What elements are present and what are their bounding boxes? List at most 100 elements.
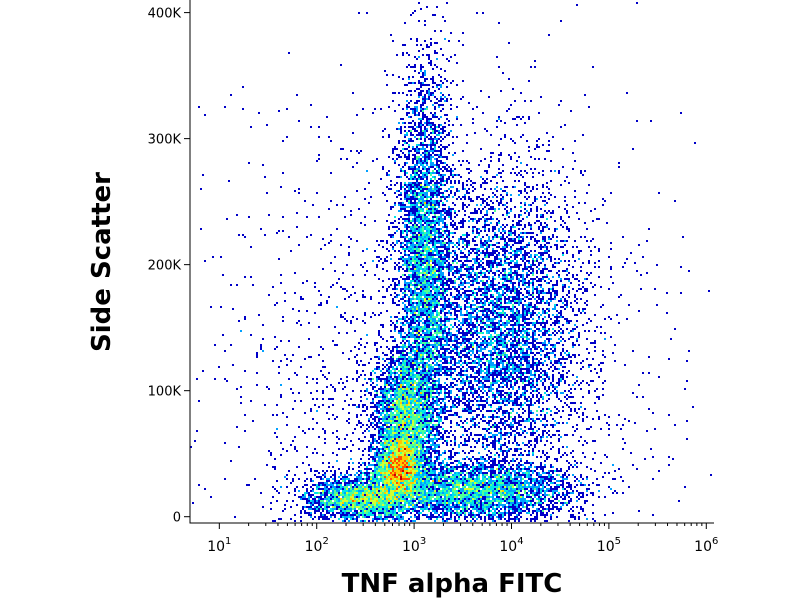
event-point (394, 160, 396, 162)
event-point (434, 468, 436, 470)
event-point (398, 486, 400, 488)
event-point (410, 486, 412, 488)
event-point (448, 280, 450, 282)
event-point (416, 444, 418, 446)
event-point (434, 288, 436, 290)
event-point (502, 276, 504, 278)
event-point (432, 268, 434, 270)
event-point (440, 282, 442, 284)
event-point (420, 454, 422, 456)
event-point (418, 324, 420, 326)
event-point (412, 318, 414, 320)
event-point (430, 194, 432, 196)
event-point (436, 424, 438, 426)
event-point (410, 324, 412, 326)
event-point (424, 398, 426, 400)
event-point (422, 460, 424, 462)
event-point (432, 438, 434, 440)
event-point (422, 298, 424, 300)
event-point (402, 336, 404, 338)
event-point (408, 328, 410, 330)
event-point (406, 348, 408, 350)
event-point (422, 130, 424, 132)
event-point (400, 210, 402, 212)
event-point (428, 182, 430, 184)
event-point (360, 400, 362, 402)
event-point (386, 444, 388, 446)
event-point (404, 262, 406, 264)
event-point (418, 346, 420, 348)
event-point (402, 316, 404, 318)
event-point (416, 108, 418, 110)
event-point (422, 264, 424, 266)
event-point (426, 98, 428, 100)
event-point (394, 340, 396, 342)
event-point (408, 308, 410, 310)
event-point (424, 262, 426, 264)
event-point (436, 232, 438, 234)
event-point (392, 448, 394, 450)
event-point (434, 436, 436, 438)
event-point (424, 454, 426, 456)
event-point (408, 304, 410, 306)
event-point (424, 20, 426, 22)
event-point (418, 474, 420, 476)
event-point (380, 414, 382, 416)
event-point (400, 388, 402, 390)
event-point (458, 190, 460, 192)
event-point (406, 196, 408, 198)
event-point (432, 466, 434, 468)
event-point (386, 428, 388, 430)
event-point (432, 142, 434, 144)
event-point (418, 366, 420, 368)
event-point (394, 476, 396, 478)
event-point (424, 372, 426, 374)
event-point (412, 290, 414, 292)
event-point (506, 320, 508, 322)
event-point (396, 406, 398, 408)
event-point (382, 400, 384, 402)
event-point (536, 466, 538, 468)
event-point (400, 394, 402, 396)
event-point (436, 324, 438, 326)
event-point (446, 416, 448, 418)
event-point (418, 494, 420, 496)
event-point (414, 262, 416, 264)
event-point (408, 246, 410, 248)
event-point (408, 344, 410, 346)
event-point (424, 440, 426, 442)
event-point (430, 402, 432, 404)
event-point (462, 160, 464, 162)
event-point (466, 418, 468, 420)
event-point (436, 396, 438, 398)
event-point (428, 138, 430, 140)
event-point (424, 84, 426, 86)
event-point (442, 240, 444, 242)
event-point (450, 232, 452, 234)
event-point (424, 474, 426, 476)
event-point (382, 410, 384, 412)
event-point (406, 462, 408, 464)
event-point (406, 492, 408, 494)
event-point (414, 244, 416, 246)
event-point (418, 282, 420, 284)
event-point (416, 266, 418, 268)
event-point (446, 264, 448, 266)
event-point (402, 394, 404, 396)
event-point (418, 444, 420, 446)
event-point (426, 336, 428, 338)
event-point (446, 476, 448, 478)
event-point (394, 420, 396, 422)
event-point (416, 256, 418, 258)
event-point (414, 446, 416, 448)
event-point (374, 434, 376, 436)
event-point (394, 204, 396, 206)
event-point (430, 390, 432, 392)
event-point (416, 430, 418, 432)
event-point (444, 350, 446, 352)
event-point (438, 394, 440, 396)
event-point (418, 396, 420, 398)
event-point (434, 364, 436, 366)
event-point (420, 336, 422, 338)
event-point (436, 170, 438, 172)
